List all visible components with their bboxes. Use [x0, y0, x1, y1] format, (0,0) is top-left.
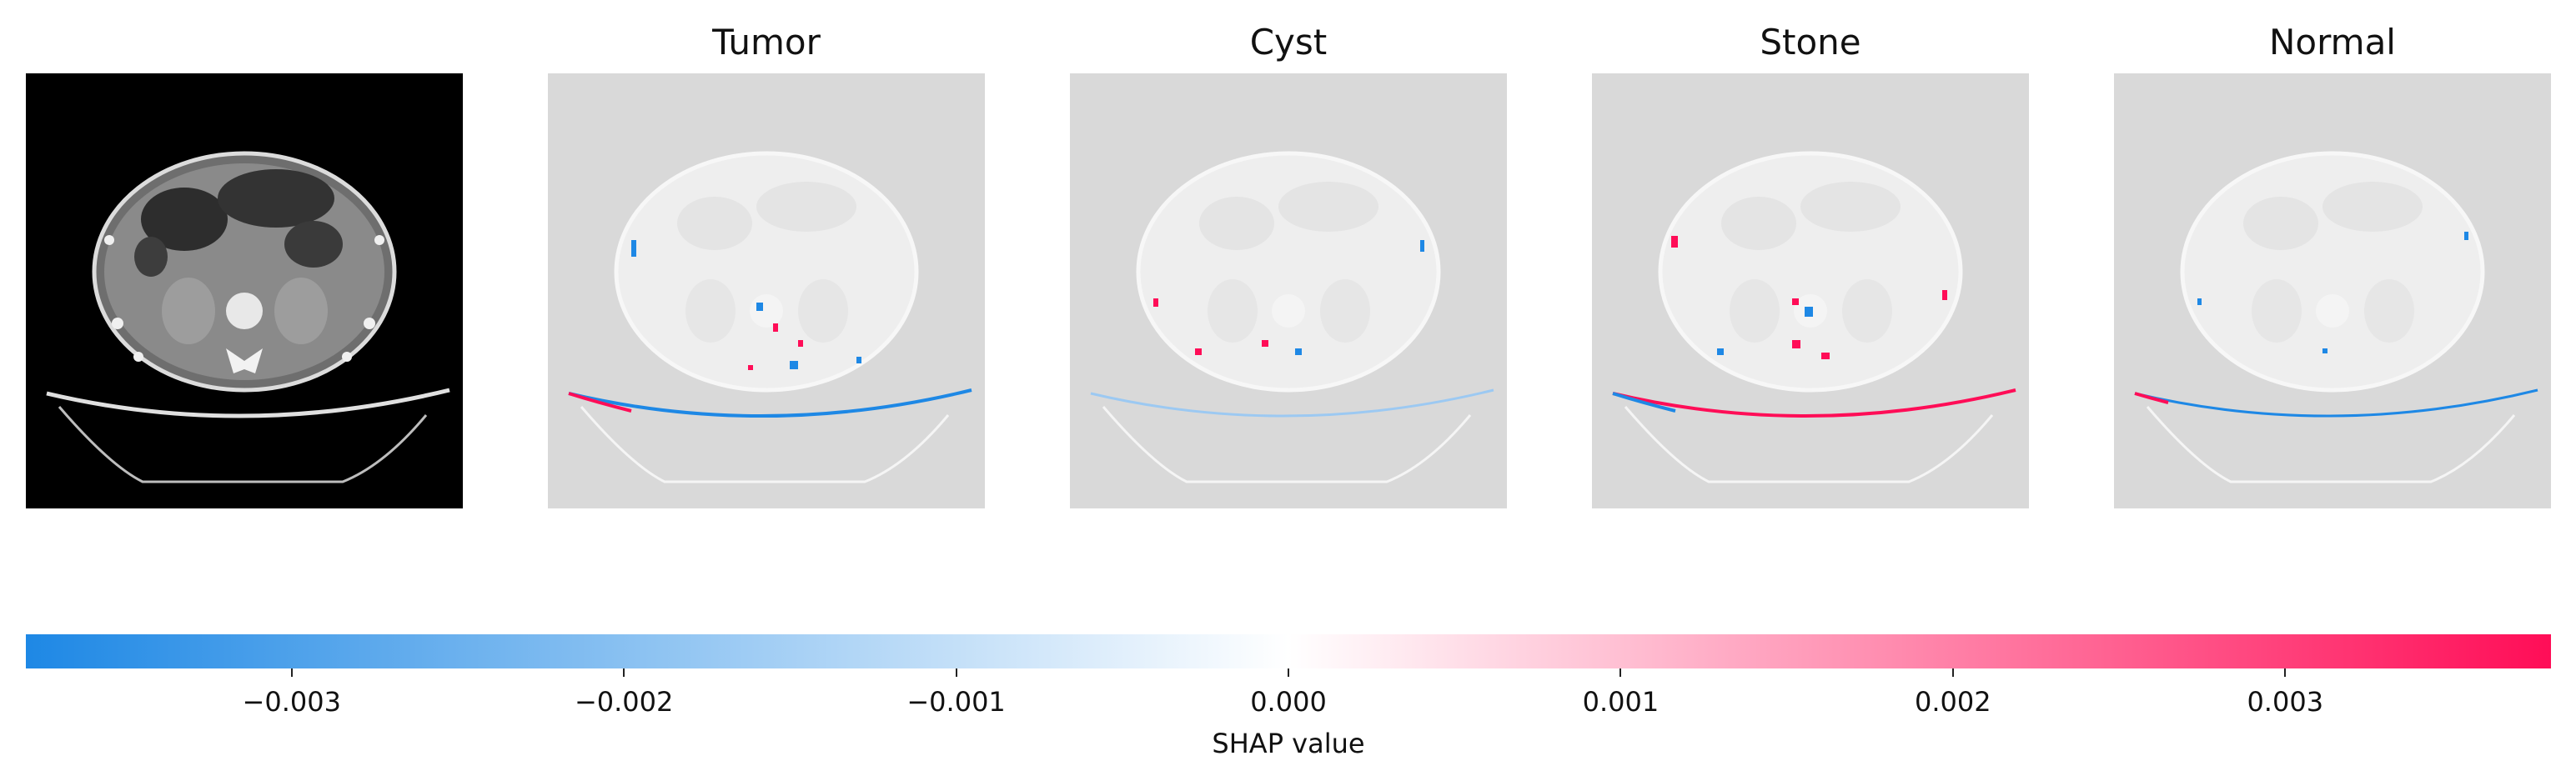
panel-title-tumor: Tumor [712, 22, 821, 63]
colorbar-tick [955, 668, 957, 677]
colorbar-tick-label: 0.002 [1915, 686, 1991, 718]
colorbar-tick [1951, 668, 1954, 677]
shap-map-normal [2114, 73, 2551, 508]
colorbar-tick-label: 0.001 [1582, 686, 1660, 718]
colorbar-tick-label: 0.000 [1250, 686, 1327, 718]
colorbar-tick [1288, 668, 1289, 677]
panel-title-cyst: Cyst [1249, 22, 1328, 63]
shap-map-tumor [548, 73, 985, 508]
colorbar-label: SHAP value [1212, 728, 1365, 759]
colorbar-tick [1619, 668, 1622, 677]
colorbar-tick [290, 668, 293, 677]
ct-original-image [26, 73, 463, 508]
shap-map-cyst [1070, 73, 1507, 508]
shap-colorbar: −0.003 −0.002 −0.001 0.000 0.001 0.002 0.003 S… [26, 634, 2551, 759]
colorbar-gradient [26, 634, 2551, 668]
panel-title-stone: Stone [1760, 22, 1861, 63]
colorbar-tick-label: −0.001 [906, 686, 1006, 718]
panel-title-normal: Normal [2269, 22, 2396, 63]
colorbar-tick-label: −0.002 [574, 686, 674, 718]
colorbar-tick [623, 668, 625, 677]
shap-map-stone [1592, 73, 2029, 508]
colorbar-tick-label: −0.003 [242, 686, 341, 718]
colorbar-tick-label: 0.003 [2247, 686, 2324, 718]
colorbar-tick [2284, 668, 2287, 677]
